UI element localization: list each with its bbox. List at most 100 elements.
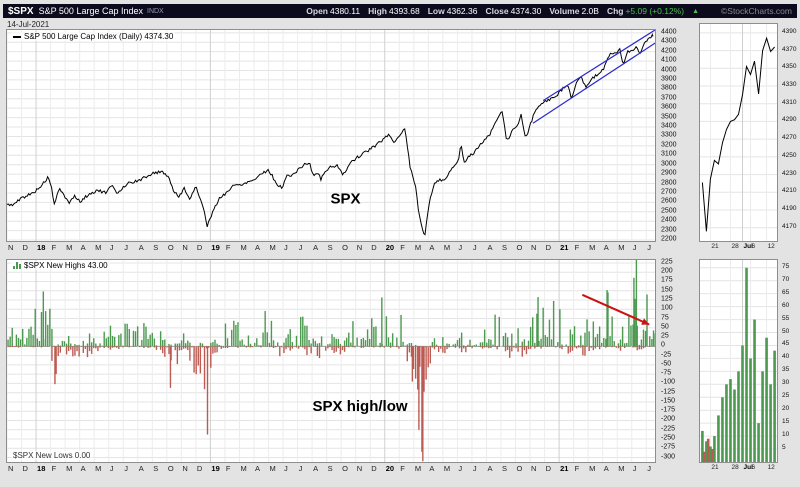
- x-tick-label: D: [545, 464, 551, 473]
- y-tick-label: 30: [782, 379, 790, 387]
- y-tick-label: 100: [661, 304, 673, 312]
- x-tick-label: D: [545, 243, 551, 252]
- x-tick-label: A: [603, 464, 609, 473]
- y-tick-label: 50: [782, 327, 790, 335]
- chart-header: $SPX S&P 500 Large Cap Index INDX Open 43…: [3, 4, 797, 18]
- y-tick-label: 4210: [782, 187, 797, 195]
- quote-open: Open 4380.11: [306, 6, 361, 16]
- x-tick-label: 21: [560, 464, 569, 473]
- x-tick-label: A: [313, 464, 319, 473]
- x-tick-label: J: [458, 243, 463, 252]
- ticker-symbol: $SPX: [8, 5, 34, 17]
- y-tick-label: -75: [661, 369, 672, 377]
- x-tick-label: J: [632, 464, 637, 473]
- y-tick-label: 2400: [661, 216, 677, 224]
- new-highs-lows-axis: 225 200 175 150 125 100 75 50 25 0 -25 -50 -75 -100 -1…: [659, 258, 697, 463]
- x-tick-label: A: [138, 243, 144, 252]
- y-tick-label: 4000: [661, 66, 677, 73]
- y-tick-label: -250: [661, 434, 676, 442]
- x-tick-label: M: [414, 243, 422, 252]
- y-tick-label: -25: [661, 351, 672, 359]
- y-tick-label: 20: [782, 404, 790, 412]
- x-tick-label: F: [574, 243, 580, 252]
- x-tick-label: 12: [767, 243, 775, 250]
- x-tick-label: 28: [731, 464, 739, 471]
- x-tick-label: 20: [385, 243, 395, 252]
- x-tick-label: M: [95, 243, 102, 252]
- up-arrow-icon: ▲: [692, 7, 700, 15]
- y-tick-label: 4330: [782, 80, 797, 88]
- quote-low: Low 4362.36: [427, 6, 478, 16]
- y-tick-label: 60: [782, 301, 790, 309]
- x-tick-label: 28: [731, 243, 739, 250]
- y-tick-label: 3400: [661, 122, 677, 130]
- y-tick-label: 125: [661, 295, 673, 303]
- highs-lows-zoom-time-axis: 21 28 Jul 6 12: [699, 464, 778, 474]
- chart-date: 14-Jul-2021: [7, 20, 50, 29]
- x-tick-label: Jul: [743, 243, 753, 250]
- y-tick-label: -225: [661, 425, 676, 433]
- x-tick-label: N: [182, 243, 188, 252]
- x-tick-label: D: [22, 464, 28, 473]
- x-tick-label: A: [80, 464, 86, 473]
- quote-change: Chg +5.09 (+0.12%): [606, 6, 685, 16]
- x-tick-label: J: [458, 464, 463, 473]
- x-tick-label: S: [501, 243, 507, 252]
- x-tick-label: 21: [560, 243, 569, 252]
- x-tick-label: F: [400, 464, 405, 473]
- y-tick-label: 25: [661, 332, 669, 340]
- x-tick-label: S: [153, 464, 159, 473]
- y-tick-label: -300: [661, 453, 676, 461]
- y-tick-label: 175: [661, 276, 673, 284]
- x-tick-label: J: [647, 243, 652, 252]
- x-tick-label: N: [8, 464, 14, 473]
- x-tick-label: N: [356, 243, 363, 252]
- x-tick-label: J: [124, 464, 128, 473]
- y-tick-label: 4310: [782, 98, 797, 106]
- x-tick-label: M: [589, 243, 596, 252]
- x-tick-label: J: [298, 243, 303, 252]
- y-tick-label: 55: [782, 314, 790, 322]
- line-series-icon: [13, 35, 21, 38]
- y-tick-label: 4200: [661, 47, 677, 55]
- y-tick-label: 4270: [782, 133, 797, 141]
- x-tick-label: A: [138, 464, 144, 473]
- y-tick-label: 3300: [661, 131, 677, 139]
- y-tick-label: 4230: [782, 169, 797, 177]
- x-tick-label: J: [284, 464, 288, 473]
- new-highs-legend-text: $SPX New Highs 43.00: [24, 261, 108, 270]
- y-tick-label: 70: [782, 275, 790, 283]
- x-tick-label: M: [240, 243, 247, 252]
- y-tick-label: 75: [661, 314, 669, 322]
- x-tick-label: J: [472, 464, 477, 473]
- x-tick-label: N: [531, 243, 537, 252]
- y-tick-label: 15: [782, 417, 790, 425]
- y-tick-label: 4250: [782, 151, 797, 159]
- x-tick-label: M: [414, 464, 422, 473]
- new-highs-lows-time-axis: N D 18 F M A M J J A S O N D 19 F M A M J J A S O N D 20 F M A M J J A S O N…: [6, 465, 662, 474]
- y-tick-label: 3800: [661, 84, 677, 92]
- y-tick-label: 3900: [661, 75, 677, 83]
- y-tick-label: 3000: [661, 160, 677, 168]
- x-tick-label: F: [225, 464, 231, 473]
- x-tick-label: A: [487, 464, 493, 473]
- copyright: ©StockCharts.com: [721, 6, 792, 16]
- x-tick-label: A: [313, 243, 319, 252]
- x-tick-label: J: [109, 464, 114, 473]
- quote-high: High 4393.68: [368, 6, 420, 16]
- x-tick-label: N: [182, 464, 188, 473]
- y-tick-label: -50: [661, 360, 672, 368]
- x-tick-label: J: [124, 243, 128, 252]
- x-tick-label: J: [632, 243, 637, 252]
- x-tick-label: S: [501, 464, 507, 473]
- x-tick-label: 20: [385, 464, 395, 473]
- y-tick-label: 2800: [661, 179, 677, 187]
- x-tick-label: 18: [37, 464, 46, 473]
- svg-text:SPX high/low: SPX high/low: [313, 398, 408, 415]
- y-tick-label: 4190: [782, 204, 797, 212]
- price-zoom-inset: [699, 23, 778, 242]
- x-tick-label: A: [487, 243, 493, 252]
- x-tick-label: J: [298, 464, 303, 473]
- x-tick-label: D: [22, 243, 28, 252]
- x-tick-label: 21: [711, 464, 719, 471]
